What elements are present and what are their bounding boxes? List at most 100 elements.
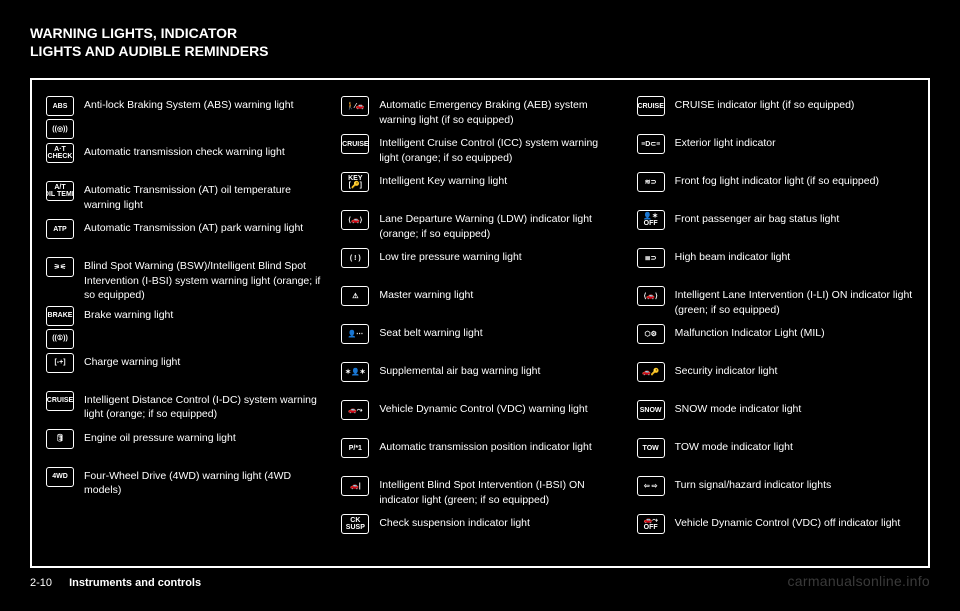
indicator-icon-group: ✶👤✶: [341, 362, 369, 382]
indicator-row: 👤✶ OFF Front passenger air bag status lig…: [637, 210, 914, 244]
indicator-row: ABS((◎))Anti-lock Braking System (ABS) w…: [46, 96, 323, 139]
indicator-icon-group: TOW: [637, 438, 665, 458]
indicator-description: Intelligent Lane Intervention (I-LI) ON …: [675, 286, 914, 316]
indicator-icon: [-+]: [46, 353, 74, 373]
indicator-icon: 👤✶ OFF: [637, 210, 665, 230]
indicator-row: [-+] Charge warning light: [46, 353, 323, 387]
indicator-row: CK SUSPCheck suspension indicator light: [341, 514, 618, 548]
indicator-icon-group: 👤✶ OFF: [637, 210, 665, 230]
indicator-row: ⇦ ⇨Turn signal/hazard indicator lights: [637, 476, 914, 510]
indicator-row: ≋⊃ Front fog light indicator light (if so…: [637, 172, 914, 206]
indicator-row: 4WD Four-Wheel Drive (4WD) warning light …: [46, 467, 323, 501]
indicator-description: Engine oil pressure warning light: [84, 429, 236, 445]
indicator-row: ✶👤✶Supplemental air bag warning light: [341, 362, 618, 396]
watermark-text: carmanualsonline.info: [788, 573, 931, 589]
indicator-icon-group: ( ! ): [341, 248, 369, 268]
indicator-icon: P/*1: [341, 438, 369, 458]
indicator-row: P/*1Automatic transmission position indi…: [341, 438, 618, 472]
indicator-row: TOW TOW mode indicator light: [637, 438, 914, 472]
indicator-row: BRAKE((①))Brake warning light: [46, 306, 323, 349]
indicator-icon-group: ATP: [46, 219, 74, 239]
indicator-description: Front passenger air bag status light: [675, 210, 840, 226]
indicator-description: Front fog light indicator light (if so e…: [675, 172, 879, 188]
indicator-icon: ✶👤✶: [341, 362, 369, 382]
indicator-description: Charge warning light: [84, 353, 180, 369]
indicator-description: Intelligent Blind Spot Intervention (I-B…: [379, 476, 618, 506]
section-heading: WARNING LIGHTS, INDICATOR LIGHTS AND AUD…: [30, 24, 930, 60]
indicator-description: Brake warning light: [84, 306, 173, 322]
indicator-description: Low tire pressure warning light: [379, 248, 521, 264]
indicator-icon: ≡D⊂≡: [637, 134, 665, 154]
indicator-row: ≣⊃ High beam indicator light: [637, 248, 914, 282]
indicator-description: Automatic transmission check warning lig…: [84, 143, 285, 159]
indicator-icon-group: KEY [🔑]: [341, 172, 369, 192]
indicator-description: Vehicle Dynamic Control (VDC) off indica…: [675, 514, 901, 530]
indicator-row: ⟨🚗⟩Lane Departure Warning (LDW) indicato…: [341, 210, 618, 244]
indicator-row: CRUISE Intelligent Distance Control (I-DC…: [46, 391, 323, 425]
indicator-icon: 🚗⤳ OFF: [637, 514, 665, 534]
indicator-icon: ((◎)): [46, 119, 74, 139]
indicator-icon: SNOW: [637, 400, 665, 420]
indicator-icon: ATP: [46, 219, 74, 239]
indicator-icon-group: 🛢: [46, 429, 74, 449]
indicator-icon: CRUISE: [341, 134, 369, 154]
indicator-icon-group: A·T CHECK: [46, 143, 74, 163]
indicator-icon-group: 4WD: [46, 467, 74, 487]
indicator-description: Seat belt warning light: [379, 324, 482, 340]
indicator-description: Vehicle Dynamic Control (VDC) warning li…: [379, 400, 587, 416]
indicator-icon: 🚗⤳: [341, 400, 369, 420]
indicator-icon-group: ABS ((◎)): [46, 96, 74, 139]
indicator-icon: ABS: [46, 96, 74, 116]
indicator-icon-group: CRUISE: [341, 134, 369, 154]
indicator-row: ⚞⚟ Blind Spot Warning (BSW)/Intelligent B…: [46, 257, 323, 302]
indicator-icon-group: 🚗⤳ OFF: [637, 514, 665, 534]
indicator-description: High beam indicator light: [675, 248, 791, 264]
indicator-icon: ⬡⚙: [637, 324, 665, 344]
indicator-icon-group: CRUISE: [637, 96, 665, 116]
indicator-description: Master warning light: [379, 286, 473, 302]
indicator-row: ⚠Master warning light: [341, 286, 618, 320]
indicator-description: Four-Wheel Drive (4WD) warning light (4W…: [84, 467, 323, 497]
indicator-row: ≡D⊂≡Exterior light indicator: [637, 134, 914, 168]
indicator-icon: ( ! ): [341, 248, 369, 268]
indicator-icon: 4WD: [46, 467, 74, 487]
indicator-icon: CK SUSP: [341, 514, 369, 534]
indicator-icon-group: A/T OIL TEMP: [46, 181, 74, 201]
warning-lights-panel: ABS((◎))Anti-lock Braking System (ABS) w…: [30, 78, 930, 568]
indicator-description: Security indicator light: [675, 362, 778, 378]
indicator-icon-group: 🚗⤳: [341, 400, 369, 420]
indicator-icon-group: 👤⋯: [341, 324, 369, 344]
indicator-description: Automatic Transmission (AT) park warning…: [84, 219, 303, 235]
indicator-description: TOW mode indicator light: [675, 438, 793, 454]
indicator-icon-group: ≋⊃: [637, 172, 665, 192]
indicator-icon-group: [-+]: [46, 353, 74, 373]
indicator-icon-group: 🚶⁄🚗: [341, 96, 369, 116]
indicator-icon-group: ⬡⚙: [637, 324, 665, 344]
indicator-row: 🚗🔑Security indicator light: [637, 362, 914, 396]
indicator-row: CRUISE Intelligent Cruise Control (ICC) s…: [341, 134, 618, 168]
indicator-icon: ((①)): [46, 329, 74, 349]
indicator-description: Blind Spot Warning (BSW)/Intelligent Bli…: [84, 257, 323, 302]
indicator-icon: CRUISE: [46, 391, 74, 411]
indicator-description: Intelligent Key warning light: [379, 172, 507, 188]
page-number: 2-10: [30, 577, 52, 589]
indicator-icon: ≋⊃: [637, 172, 665, 192]
indicator-icon-group: ⟨🚗⟩: [637, 286, 665, 306]
indicator-icon: TOW: [637, 438, 665, 458]
indicator-description: Automatic Transmission (AT) oil temperat…: [84, 181, 323, 211]
indicator-icon-group: ⟨🚗⟩: [341, 210, 369, 230]
indicator-icon-group: ≣⊃: [637, 248, 665, 268]
indicator-icon: ⚞⚟: [46, 257, 74, 277]
indicator-description: Intelligent Cruise Control (ICC) system …: [379, 134, 618, 164]
indicator-icon: A·T CHECK: [46, 143, 74, 163]
heading-line-1: WARNING LIGHTS, INDICATOR: [30, 25, 237, 41]
indicator-icon-group: CK SUSP: [341, 514, 369, 534]
indicator-icon-group: ⚞⚟: [46, 257, 74, 277]
indicator-row: 🚶⁄🚗Automatic Emergency Braking (AEB) sys…: [341, 96, 618, 130]
indicator-icon: ≣⊃: [637, 248, 665, 268]
indicator-row: KEY [🔑] Intelligent Key warning light: [341, 172, 618, 206]
indicator-description: Intelligent Distance Control (I-DC) syst…: [84, 391, 323, 421]
indicator-row: 🚗⤳ Vehicle Dynamic Control (VDC) warning …: [341, 400, 618, 434]
indicator-description: CRUISE indicator light (if so equipped): [675, 96, 855, 112]
indicator-icon: 🚶⁄🚗: [341, 96, 369, 116]
